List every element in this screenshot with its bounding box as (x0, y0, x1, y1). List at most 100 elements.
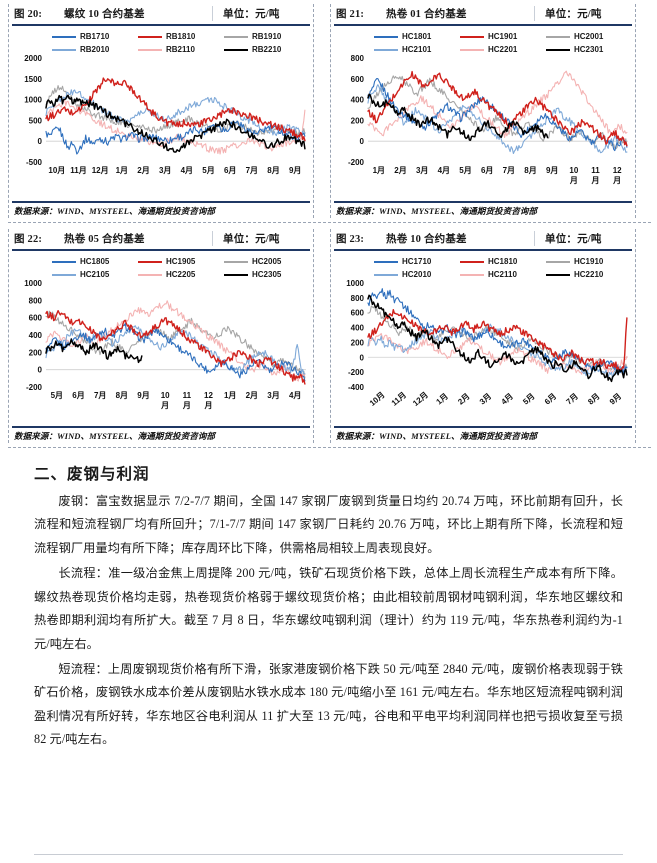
chart-svg: -500 0 500 1000 1500 2000 10月 11月 12月 1月 2月 3月 4月 5月 6… (24, 54, 306, 175)
svg-text:4月: 4月 (500, 392, 515, 407)
svg-text:800: 800 (351, 294, 365, 303)
svg-text:1月: 1月 (373, 166, 385, 175)
svg-text:3月: 3月 (159, 166, 171, 175)
svg-text:12月: 12月 (92, 166, 109, 175)
svg-text:200: 200 (351, 116, 365, 125)
chart-unit: 单位：元/吨 (212, 6, 308, 21)
svg-text:1月: 1月 (116, 166, 128, 175)
svg-text:1月: 1月 (435, 392, 450, 407)
svg-text:10: 10 (161, 391, 170, 400)
chart-source: 数据来源：WIND、MYSTEEL、海通期货投资咨询部 (334, 201, 632, 218)
chart-svg: -400 -200 0 200 400 600 800 1000 10月 11月 12月 1月 2月 3月… (346, 279, 628, 408)
svg-text:2月: 2月 (394, 166, 406, 175)
svg-text:月: 月 (204, 401, 213, 410)
svg-text:-500: -500 (26, 158, 43, 167)
chart-header-fig23: 图 23: 热卷 10 合约基差 单位：元/吨 (334, 229, 632, 251)
chart-source: 数据来源：WIND、MYSTEEL、海通期货投资咨询部 (12, 426, 310, 443)
chart-figure-number: 图 20: (14, 9, 43, 20)
svg-text:500: 500 (29, 116, 43, 125)
svg-text:5月: 5月 (459, 166, 471, 175)
svg-text:600: 600 (29, 314, 43, 323)
svg-text:800: 800 (351, 54, 365, 63)
chart-unit: 单位：元/吨 (212, 231, 308, 246)
section-scrap-and-profit: 二、废钢与利润 废钢：富宝数据显示 7/2-7/7 期间，全国 147 家钢厂废… (0, 462, 657, 752)
chart-figure-number: 图 23: (336, 234, 365, 245)
svg-text:5月: 5月 (521, 392, 536, 407)
section-title: 二、废钢与利润 (34, 466, 150, 483)
svg-text:-200: -200 (348, 158, 365, 167)
svg-text:400: 400 (351, 96, 365, 105)
svg-text:8月: 8月 (524, 166, 536, 175)
svg-text:10: 10 (569, 166, 578, 175)
footer-divider (34, 854, 623, 855)
chart-figure-number: 图 22: (14, 234, 43, 245)
svg-text:12: 12 (613, 166, 622, 175)
svg-text:8月: 8月 (116, 391, 128, 400)
paragraph-short-process: 短流程：上周废钢现货价格有所下滑，张家港废钢价格下跌 50 元/吨至 2840 … (34, 661, 623, 747)
chart-cell-fig20: 图 20: 螺纹 10 合约基差 单位：元/吨 -500 0 500 1000 1500… (8, 4, 314, 218)
svg-text:6月: 6月 (543, 392, 558, 407)
chart-header-fig22: 图 22: 热卷 05 合约基差 单位：元/吨 (12, 229, 310, 251)
svg-text:月: 月 (591, 176, 600, 185)
chart-header-fig20: 图 20: 螺纹 10 合约基差 单位：元/吨 (12, 4, 310, 26)
svg-text:6月: 6月 (72, 391, 84, 400)
svg-text:-200: -200 (26, 383, 43, 392)
paragraph-scrap: 废钢：富宝数据显示 7/2-7/7 期间，全国 147 家钢厂废钢到货量日均约 … (34, 494, 623, 555)
svg-text:7月: 7月 (94, 391, 106, 400)
svg-text:1000: 1000 (24, 96, 42, 105)
paragraph-long-process: 长流程：准一级冶金焦上周提降 200 元/吨，铁矿石现货价格下跌，总体上周长流程… (34, 566, 623, 651)
svg-text:400: 400 (29, 331, 43, 340)
chart-title: 热卷 10 合约基差 (386, 234, 467, 245)
svg-text:2月: 2月 (246, 391, 258, 400)
svg-text:月: 月 (612, 176, 621, 185)
svg-text:2000: 2000 (24, 54, 42, 63)
svg-text:0: 0 (360, 137, 365, 146)
svg-text:6月: 6月 (224, 166, 236, 175)
svg-text:月: 月 (160, 401, 169, 410)
svg-text:月: 月 (182, 401, 191, 410)
chart-figure-number: 图 21: (336, 9, 365, 20)
svg-text:3月: 3月 (267, 391, 279, 400)
svg-text:3月: 3月 (478, 392, 493, 407)
chart-unit: 单位：元/吨 (534, 231, 630, 246)
svg-text:2月: 2月 (137, 166, 149, 175)
svg-text:3月: 3月 (416, 166, 428, 175)
svg-text:0: 0 (38, 366, 43, 375)
svg-text:12: 12 (204, 391, 213, 400)
chart-cell-fig23: 图 23: 热卷 10 合约基差 单位：元/吨 -400 -200 0 200 400 6… (330, 229, 636, 443)
svg-text:1500: 1500 (24, 75, 42, 84)
chart-cell-fig22: 图 22: 热卷 05 合约基差 单位：元/吨 -200 0 200 400 600 80… (8, 229, 314, 443)
svg-text:800: 800 (29, 296, 43, 305)
svg-text:8月: 8月 (267, 166, 279, 175)
chart-row-top: 图 20: 螺纹 10 合约基差 单位：元/吨 -500 0 500 1000 1500… (8, 4, 651, 223)
svg-text:9月: 9月 (546, 166, 558, 175)
svg-text:11月: 11月 (70, 166, 86, 175)
svg-text:10月: 10月 (48, 166, 65, 175)
chart-source: 数据来源：WIND、MYSTEEL、海通期货投资咨询部 (334, 426, 632, 443)
svg-text:7月: 7月 (565, 392, 580, 407)
svg-text:月: 月 (569, 176, 578, 185)
svg-text:5月: 5月 (51, 391, 63, 400)
svg-text:11: 11 (591, 166, 600, 175)
svg-text:1000: 1000 (24, 279, 42, 288)
svg-text:6月: 6月 (481, 166, 493, 175)
svg-text:5月: 5月 (202, 166, 214, 175)
svg-text:11: 11 (183, 391, 192, 400)
svg-text:7月: 7月 (503, 166, 515, 175)
svg-text:200: 200 (351, 338, 365, 347)
svg-text:200: 200 (29, 348, 43, 357)
svg-text:4月: 4月 (438, 166, 450, 175)
chart-plot-fig23: -400 -200 0 200 400 600 800 1000 10月 11月 12月 1月 2月 3月… (334, 253, 632, 425)
chart-plot-fig21: -200 0 200 400 600 800 1月 2月 3月 4月 5月 6月 7月 8月 9月 10 月 11… (334, 28, 632, 200)
svg-text:1000: 1000 (346, 279, 364, 288)
svg-text:400: 400 (351, 324, 365, 333)
charts-grid: 图 20: 螺纹 10 合约基差 单位：元/吨 -500 0 500 1000 1500… (8, 4, 651, 448)
svg-text:9月: 9月 (608, 392, 623, 407)
svg-text:11月: 11月 (390, 390, 408, 407)
chart-cell-fig21: 图 21: 热卷 01 合约基差 单位：元/吨 -200 0 200 400 600 80… (330, 4, 636, 218)
svg-text:8月: 8月 (586, 392, 601, 407)
svg-text:0: 0 (360, 353, 365, 362)
chart-unit: 单位：元/吨 (534, 6, 630, 21)
